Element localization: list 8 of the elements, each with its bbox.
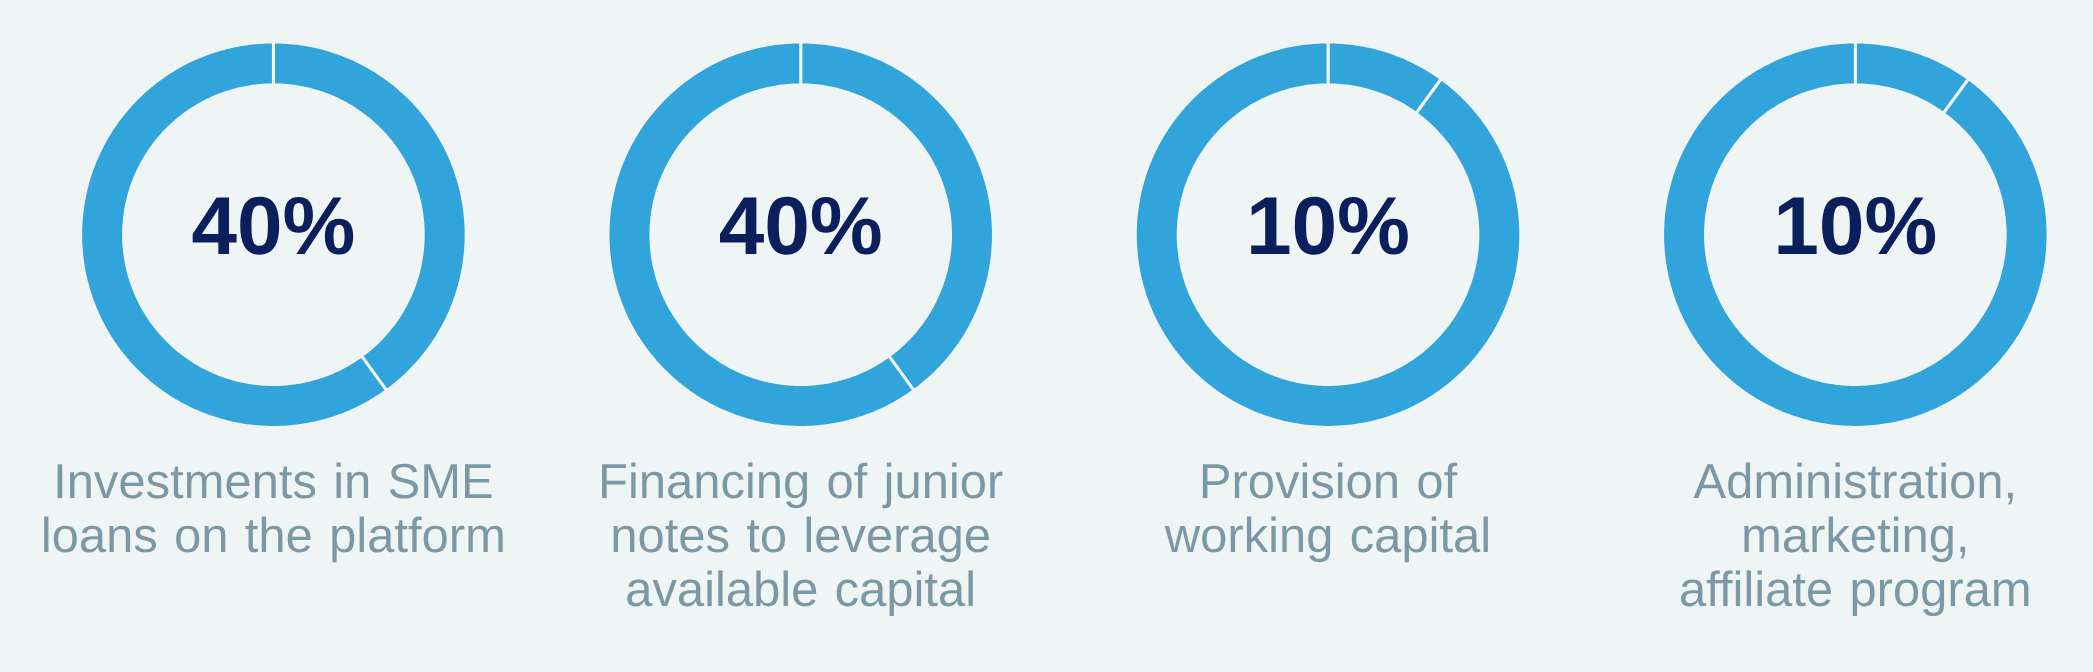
text: Investments in SME loans on the platform <box>44 462 503 563</box>
text: Administration, marketing, affiliate program <box>1681 462 2029 617</box>
data-label: 40% <box>192 196 354 255</box>
data-label: 40% <box>720 196 881 255</box>
text: Financing of junior notes to leverage available capital <box>602 462 1003 617</box>
data-label: 10% <box>1251 196 1408 255</box>
text: Provision of working capital <box>1164 462 1488 563</box>
data-label: 10% <box>1778 196 1936 255</box>
